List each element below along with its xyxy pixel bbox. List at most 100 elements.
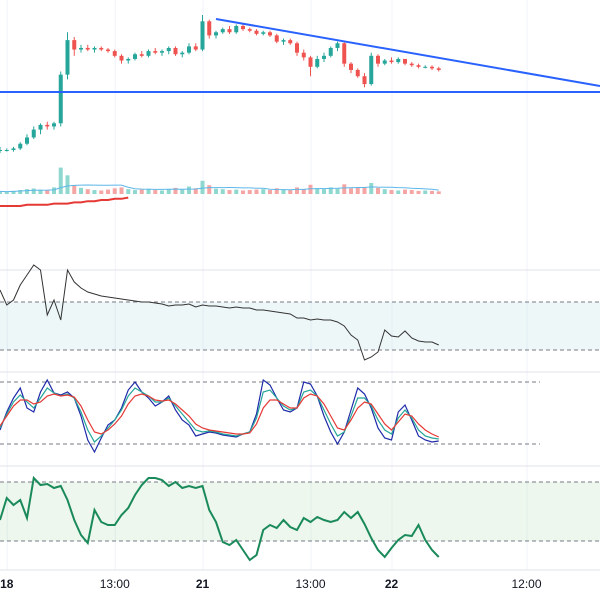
volume-bar-46 (308, 184, 313, 194)
candle-body-51 (342, 43, 347, 64)
candle-body-58 (389, 60, 394, 63)
volume-bar-60 (403, 189, 407, 194)
volume-bar-29 (193, 188, 198, 194)
candle-body-45 (301, 52, 306, 58)
candle-body-63 (423, 66, 428, 68)
candle-body-2 (11, 148, 16, 150)
volume-bar-21 (139, 189, 144, 194)
candle-body-15 (99, 47, 104, 50)
candle-body-33 (220, 29, 225, 33)
volume-bar-56 (376, 187, 380, 194)
volume-bar-44 (295, 187, 299, 194)
candle-body-1 (4, 150, 9, 151)
candle-body-21 (139, 54, 144, 56)
volume-bar-38 (254, 189, 259, 194)
volume-bar-51 (342, 184, 347, 194)
candle-body-59 (396, 58, 401, 63)
volume-bar-9 (58, 167, 63, 194)
volume-bar-4 (25, 189, 29, 194)
volume-bar-28 (187, 186, 191, 194)
indicator-panel-3[interactable] (0, 475, 600, 562)
volume-bar-31 (207, 185, 212, 194)
volume-bar-30 (200, 180, 205, 194)
candle-body-47 (315, 58, 320, 67)
volume-bar-20 (133, 190, 137, 194)
candle-body-13 (85, 47, 90, 50)
candle-body-32 (214, 32, 218, 36)
volume-bar-58 (389, 190, 394, 194)
volume-bar-34 (227, 190, 232, 194)
volume-bar-57 (382, 189, 387, 194)
indicator-3-band-fill (0, 482, 600, 541)
time-tick-label-0: 18 (0, 577, 14, 591)
candle-body-46 (308, 57, 313, 67)
candle-body-18 (119, 55, 124, 61)
candle-body-56 (376, 55, 380, 64)
volume-bar-54 (362, 186, 367, 194)
candle-body-52 (349, 63, 353, 70)
candle-body-8 (52, 123, 56, 127)
volume-bar-45 (301, 189, 306, 194)
volume-bar-50 (335, 188, 340, 194)
volume-bar-18 (119, 187, 124, 194)
time-tick-label-3: 13:00 (295, 577, 325, 591)
candle-body-27 (180, 52, 185, 55)
volume-bar-37 (247, 190, 252, 194)
candle-body-16 (106, 49, 110, 52)
volume-bar-32 (214, 188, 218, 194)
candle-body-40 (268, 32, 272, 36)
volume-bar-39 (261, 189, 266, 194)
oscillator-line-1 (0, 387, 439, 443)
volume-bar-40 (268, 190, 272, 194)
candle-body-42 (281, 40, 286, 42)
candle-body-10 (65, 40, 70, 75)
candle-body-62 (416, 65, 421, 67)
candle-body-65 (436, 68, 441, 70)
candle-body-55 (369, 55, 374, 85)
volume-bar-7 (45, 190, 50, 194)
volume-bar-36 (241, 190, 245, 194)
candle-body-31 (207, 21, 212, 36)
candle-body-37 (247, 29, 252, 31)
volume-bar-0 (0, 191, 2, 194)
volume-bar-47 (315, 188, 320, 194)
volume-bar-59 (396, 190, 401, 194)
volume-bar-62 (416, 190, 421, 194)
volume-bar-10 (65, 175, 70, 194)
volume-bar-3 (18, 190, 23, 194)
candle-body-26 (173, 47, 178, 55)
volume-bar-43 (288, 190, 293, 194)
candle-body-34 (227, 29, 232, 33)
volume-bar-1 (4, 191, 9, 194)
candle-body-22 (146, 51, 151, 56)
candle-body-35 (234, 25, 239, 33)
candle-body-39 (261, 32, 266, 34)
volume-bar-22 (146, 188, 151, 194)
time-tick-label-2: 21 (196, 577, 210, 591)
candle-body-64 (430, 66, 434, 69)
volume-bar-11 (72, 185, 77, 194)
volume-bar-14 (92, 190, 97, 194)
candle-body-0 (0, 150, 2, 151)
volume-bar-25 (166, 189, 171, 194)
candle-body-43 (288, 40, 293, 44)
volume-bar-2 (11, 190, 16, 194)
candle-body-7 (45, 124, 50, 127)
candle-body-12 (79, 47, 83, 50)
volume-bar-41 (274, 188, 279, 194)
oscillator-panel[interactable] (0, 378, 540, 454)
resistance-trendline (215, 18, 600, 87)
candle-body-5 (31, 129, 36, 138)
volume-bar-48 (322, 189, 326, 194)
candle-body-28 (187, 46, 191, 53)
candle-body-9 (58, 74, 63, 124)
volume-bar-15 (99, 190, 104, 194)
price-panel[interactable] (0, 15, 600, 207)
indicator-panel-1[interactable] (0, 264, 600, 361)
candle-body-30 (200, 21, 205, 50)
volume-ma-line (0, 184, 439, 193)
candle-body-6 (38, 124, 43, 130)
candle-body-41 (274, 35, 279, 42)
